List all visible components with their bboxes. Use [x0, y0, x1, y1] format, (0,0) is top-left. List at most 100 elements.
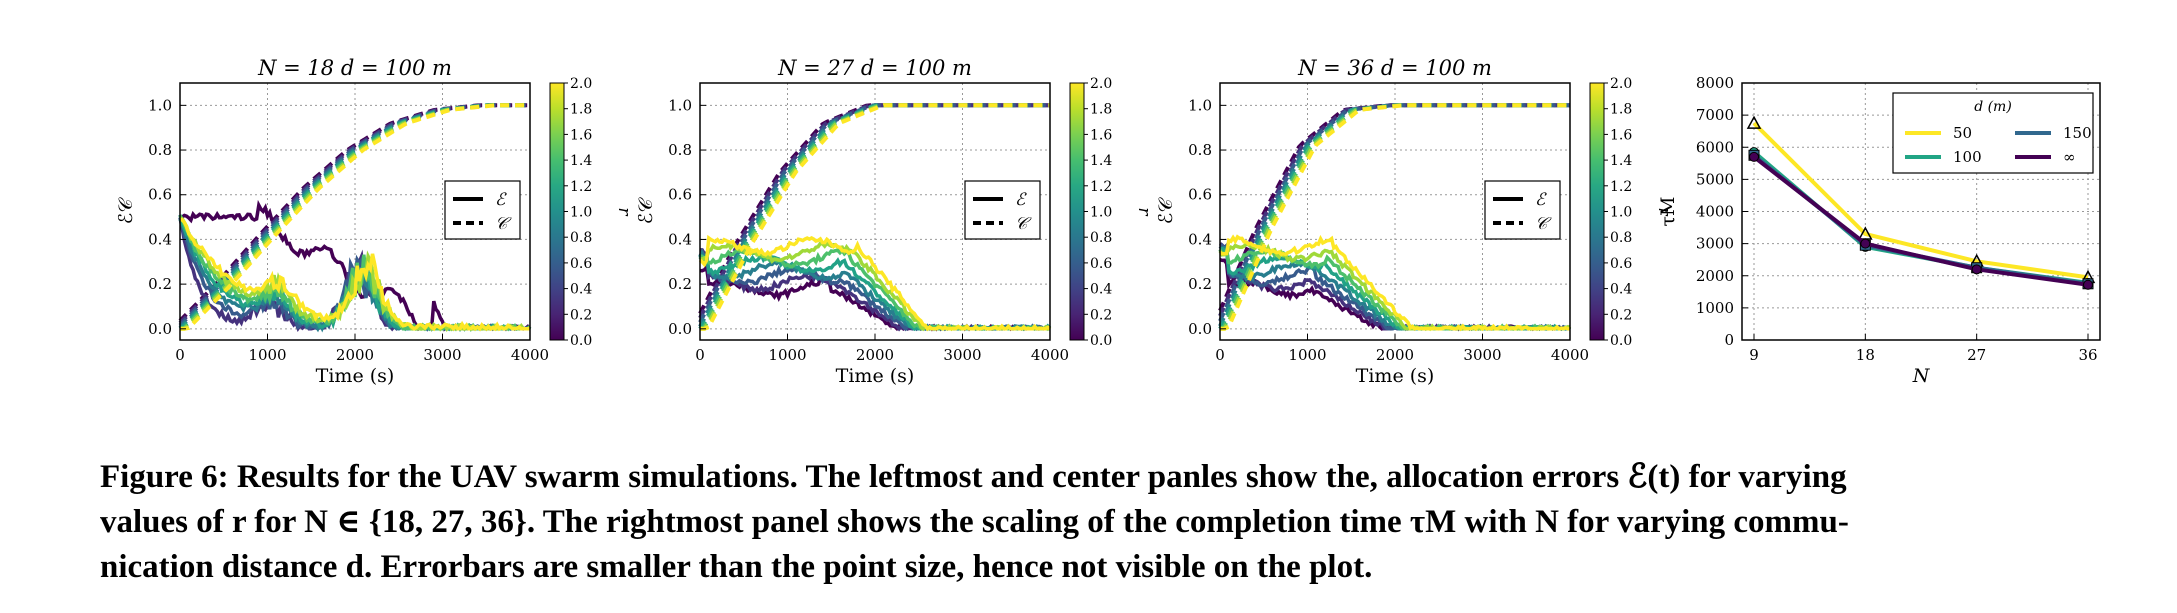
y-axis-label: ℰ𝒞 [1155, 197, 1177, 225]
completion-curve [700, 103, 1050, 331]
legend-label: 100 [1953, 148, 1982, 166]
legend-box [964, 180, 1041, 240]
y-axis-label: τM [1657, 197, 1679, 227]
colorbar-tick-label: 1.4 [1610, 153, 1632, 169]
y-tick-label: 3000 [1696, 235, 1734, 253]
plot-frame [1741, 82, 2101, 341]
y-tick-label: 0.6 [1188, 186, 1212, 204]
colorbar-tick-label: 1.0 [1610, 205, 1632, 221]
colorbar-tick-label: 2.0 [1090, 76, 1112, 92]
colorbar-tick-label: 0.4 [1090, 282, 1112, 298]
y-tick-label: 0.0 [1188, 320, 1212, 338]
colorbar-label: r [1134, 207, 1154, 216]
x-tick-label: 18 [1856, 346, 1875, 364]
colorbar-tick-label: 0.8 [1090, 230, 1112, 246]
legend-box [444, 180, 521, 240]
colorbar-tick-label: 1.0 [570, 205, 592, 221]
y-axis-label: ℰ𝒞 [115, 197, 137, 225]
colorbar-tick-label: 0.4 [1610, 282, 1632, 298]
caption-line-1: Figure 6: Results for the UAV swarm simu… [100, 459, 1847, 495]
colorbar-tick-label: 1.8 [1090, 102, 1112, 118]
x-axis-label: Time (s) [836, 365, 915, 387]
x-tick-label: 0 [175, 346, 185, 364]
colorbar-tick-label: 0.6 [570, 256, 592, 272]
chart-panel-1: 0 1000 2000 3000 4000 0.0 0.2 0.4 0.6 0.8 1.0 N = 1… [115, 56, 634, 387]
y-tick-label: 0.2 [1188, 275, 1212, 293]
colorbar-tick-label: 1.2 [570, 179, 592, 195]
x-tick-label: 3000 [423, 346, 461, 364]
x-tick-label: 0 [695, 346, 705, 364]
x-tick-label: 9 [1749, 346, 1759, 364]
colorbar-tick-label: 0.4 [570, 282, 592, 298]
x-tick-label: 2000 [1376, 346, 1414, 364]
legend-label: 50 [1953, 124, 1972, 142]
x-tick-label: 2000 [856, 346, 894, 364]
colorbar-tick-label: 1.4 [1090, 153, 1112, 169]
x-axis-label: Time (s) [1356, 365, 1435, 387]
colorbar-tick-label: 1.4 [570, 153, 592, 169]
chart-panel-4: 0 1000 2000 3000 4000 5000 6000 7000 8000 9 18 27 36… [1657, 74, 2101, 387]
y-tick-label: 0.6 [668, 186, 692, 204]
data-point [1971, 264, 1982, 275]
y-tick-label: 4000 [1696, 203, 1734, 221]
x-tick-label: 3000 [1463, 346, 1501, 364]
y-tick-label: 0.8 [148, 141, 172, 159]
colorbar-tick-label: 2.0 [570, 76, 592, 92]
chart-panel-2: 0 1000 2000 3000 4000 0.0 0.2 0.4 0.6 0.8 1.0 N = 2… [635, 56, 1154, 387]
legend-box [1484, 180, 1561, 240]
error-curve [179, 217, 530, 332]
colorbar [549, 82, 565, 341]
colorbar-tick-label: 0.0 [1090, 333, 1112, 349]
colorbar-tick-label: 0.2 [1090, 307, 1112, 323]
x-tick-label: 0 [1215, 346, 1225, 364]
colorbar-tick-label: 0.2 [1610, 307, 1632, 323]
chart-title: N = 18 d = 100 m [257, 56, 452, 80]
colorbar-tick-label: 0.6 [1090, 256, 1112, 272]
completion-curve [178, 103, 530, 323]
colorbar-tick-label: 0.2 [570, 307, 592, 323]
caption-line-3: nication distance d. Errorbars are small… [100, 549, 1373, 585]
colorbar-tick-label: 1.8 [570, 102, 592, 118]
x-tick-label: 1000 [1288, 346, 1326, 364]
colorbar-label: r [1654, 207, 1674, 216]
y-tick-label: 5000 [1696, 170, 1734, 188]
x-tick-label: 1000 [248, 346, 286, 364]
colorbar-tick-label: 1.2 [1610, 179, 1632, 195]
legend-title: d (m) [1974, 99, 2012, 115]
data-point [1749, 151, 1759, 162]
y-tick-label: 0.0 [148, 320, 172, 338]
data-point [2083, 279, 2093, 290]
x-tick-label: 4000 [1031, 346, 1069, 364]
x-tick-label: 4000 [1551, 346, 1589, 364]
y-tick-label: 0.8 [1188, 141, 1212, 159]
colorbar-tick-label: 1.6 [1610, 127, 1632, 143]
legend-label: ℰ [1015, 190, 1027, 210]
colorbar-tick-label: 2.0 [1610, 76, 1632, 92]
y-tick-label: 1.0 [148, 96, 172, 114]
colorbar-tick-label: 1.6 [1090, 127, 1112, 143]
y-tick-label: 1.0 [668, 96, 692, 114]
legend-label: 150 [2063, 124, 2092, 142]
completion-curve [180, 103, 530, 331]
y-tick-label: 0.4 [148, 230, 172, 248]
figure-caption: Figure 6: Results for the UAV swarm simu… [100, 455, 2135, 590]
colorbar-tick-label: 0.8 [1610, 230, 1632, 246]
colorbar-tick-label: 0.0 [570, 333, 592, 349]
y-tick-label: 7000 [1696, 106, 1734, 124]
colorbar-label: r [614, 207, 634, 216]
colorbar-tick-label: 1.0 [1090, 205, 1112, 221]
legend-label: ℰ [495, 190, 507, 210]
colorbar-tick-label: 1.6 [570, 127, 592, 143]
y-tick-label: 6000 [1696, 138, 1734, 156]
error-curve [1219, 234, 1570, 332]
error-curve [698, 234, 1051, 332]
x-axis-label: N [1912, 365, 1931, 387]
completion-curve [1218, 103, 1570, 322]
colorbar-tick-label: 0.6 [1610, 256, 1632, 272]
x-tick-label: 27 [1967, 346, 1986, 364]
x-axis-label: Time (s) [316, 365, 395, 387]
caption-line-2: values of r for N ∈ {18, 27, 36}. The ri… [100, 504, 1849, 540]
chart-title: N = 36 d = 100 m [1297, 56, 1492, 80]
y-tick-label: 0.8 [668, 141, 692, 159]
